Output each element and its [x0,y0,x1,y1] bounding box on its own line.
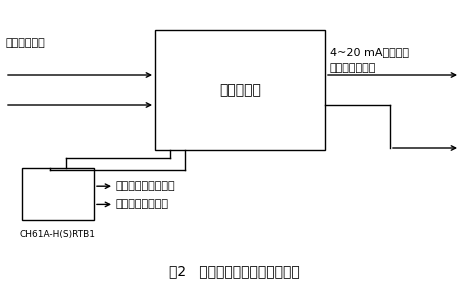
Text: CH61A-H(S)RTB1: CH61A-H(S)RTB1 [20,230,96,239]
Text: 图2   应用控制仪表后的原理接线: 图2 应用控制仪表后的原理接线 [168,264,300,278]
Bar [155,30,325,150]
Text: 压力变送器: 压力变送器 [219,83,261,97]
Text: 4~20 mA压力信号: 4~20 mA压力信号 [330,47,409,57]
Text: 来自压力探头: 来自压力探头 [5,38,45,48]
Text: 送中央控制系统: 送中央控制系统 [330,63,376,73]
Bar [22,168,94,220]
Text: 接入加压油泵机旁按: 接入加压油泵机旁按 [116,181,176,191]
Text: 钮盒中的停止按钮: 钮盒中的停止按钮 [116,200,169,209]
